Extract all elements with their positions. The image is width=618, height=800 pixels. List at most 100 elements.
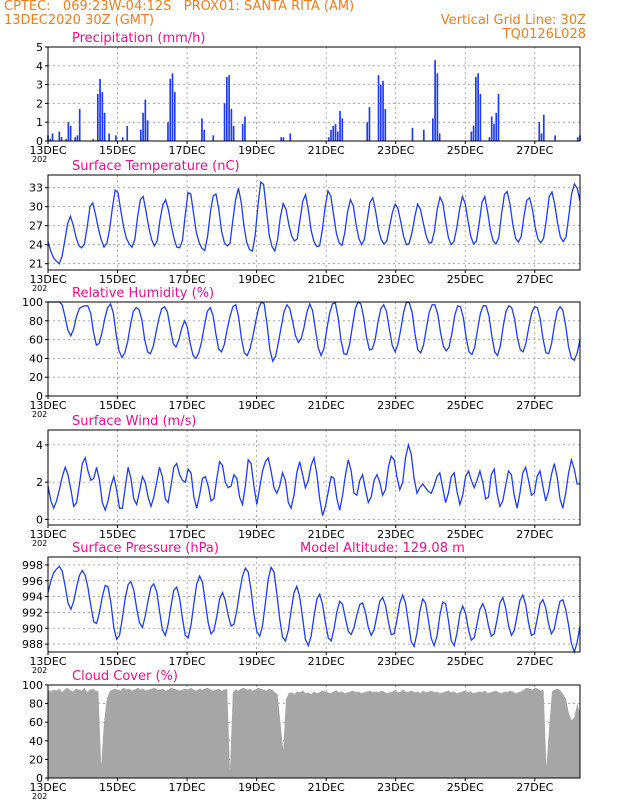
x-year-label: 202: [32, 539, 47, 548]
precip-bar: [126, 125, 129, 141]
x-tick-label: 23DEC: [377, 781, 414, 794]
y-tick-label: 33: [29, 182, 43, 195]
x-tick-label: 27DEC: [516, 781, 553, 794]
precip-bar: [540, 133, 543, 141]
x-tick-label: 13DEC: [29, 399, 66, 412]
x-tick-label: 27DEC: [516, 144, 553, 157]
precip-bar: [60, 137, 63, 141]
x-tick-label: 19DEC: [238, 528, 275, 541]
precip-bar: [241, 124, 244, 141]
x-tick-label: 19DEC: [238, 273, 275, 286]
precip-bar: [146, 120, 149, 141]
panel-frame: [47, 301, 581, 397]
precip-bar: [67, 122, 70, 141]
x-tick-label: 13DEC: [29, 528, 66, 541]
x-year-label: 202: [32, 155, 47, 164]
y-tick-label: 20: [29, 753, 43, 766]
panel-annotation: Model Altitude: 129.08 m: [300, 541, 465, 556]
series-line: [47, 442, 580, 516]
precip-bar: [121, 137, 124, 141]
x-tick-label: 21DEC: [308, 528, 345, 541]
precip-bar: [493, 124, 495, 141]
x-year-label: 202: [32, 666, 47, 675]
precip-bar: [115, 135, 117, 141]
x-tick-label: 17DEC: [169, 528, 206, 541]
y-tick-label: 0: [36, 513, 43, 526]
series-line: [47, 565, 581, 655]
panel-frame: [47, 684, 581, 779]
precip-bar: [201, 118, 203, 141]
x-tick-label: 17DEC: [169, 273, 206, 286]
precip-bar: [538, 122, 541, 141]
x-tick-label: 15DEC: [99, 399, 136, 412]
precip-bar: [58, 131, 61, 141]
panel-5: [45, 684, 581, 781]
y-tick-label: 40: [29, 735, 43, 748]
panel-title: Cloud Cover (%): [72, 669, 178, 684]
y-tick-label: 21: [29, 258, 43, 271]
panel-title: Relative Humidity (%): [72, 286, 214, 301]
x-tick-label: 23DEC: [377, 144, 414, 157]
precip-bar: [171, 73, 174, 141]
y-tick-label: 2: [36, 476, 43, 489]
cloud-cover-area: [48, 687, 580, 778]
precip-bar: [92, 139, 95, 141]
header-line1: CPTEC: 069:23W-04:12S PROX01: SANTA RITA…: [4, 0, 355, 14]
precip-bar: [488, 137, 491, 141]
x-year-label: 202: [32, 410, 47, 419]
precip-bar: [244, 116, 246, 141]
y-tick-label: 60: [29, 334, 43, 347]
x-tick-label: 23DEC: [377, 399, 414, 412]
y-tick-label: 3: [36, 79, 43, 92]
precip-bar: [212, 135, 215, 141]
precip-bar: [228, 75, 230, 141]
x-tick-label: 15DEC: [99, 655, 136, 668]
precip-bar: [368, 107, 371, 141]
panel-4: [45, 556, 581, 655]
x-tick-label: 19DEC: [238, 781, 275, 794]
panel-0: [45, 46, 581, 144]
precip-bar: [108, 133, 110, 141]
precip-bar: [497, 94, 500, 141]
x-tick-label: 17DEC: [169, 655, 206, 668]
precip-bar: [65, 139, 67, 141]
precip-bar: [490, 116, 493, 141]
y-tick-label: 40: [29, 352, 43, 365]
panel-title: Precipitation (mm/h): [72, 31, 205, 46]
x-tick-label: 27DEC: [516, 273, 553, 286]
x-tick-label: 13DEC: [29, 144, 66, 157]
precip-bar: [422, 129, 425, 141]
precip-bar: [173, 92, 176, 141]
precip-bar: [436, 73, 439, 141]
precip-bar: [69, 125, 72, 141]
precip-bar: [74, 137, 77, 141]
panel-frame: [47, 46, 581, 142]
precip-bar: [438, 133, 441, 141]
x-tick-label: 23DEC: [377, 655, 414, 668]
panel-2: [45, 301, 581, 399]
x-tick-label: 27DEC: [516, 528, 553, 541]
series-line: [48, 301, 581, 363]
x-tick-label: 27DEC: [516, 399, 553, 412]
x-tick-label: 23DEC: [377, 528, 414, 541]
precip-bar: [341, 118, 344, 141]
y-tick-label: 1: [36, 116, 43, 129]
precip-bar: [103, 112, 106, 141]
precip-bar: [477, 73, 479, 141]
panel-1: [45, 174, 581, 273]
precip-bar: [99, 78, 101, 141]
x-tick-label: 13DEC: [29, 273, 66, 286]
precip-bar: [232, 125, 235, 141]
y-tick-label: 0: [36, 390, 43, 403]
precip-bar: [101, 92, 104, 141]
y-tick-label: 20: [29, 371, 43, 384]
x-tick-label: 27DEC: [516, 655, 553, 668]
precip-bar: [475, 77, 477, 141]
series-line: [47, 180, 581, 265]
header-line2-left: 13DEC2020 30Z (GMT): [4, 13, 155, 28]
x-tick-label: 25DEC: [447, 399, 484, 412]
precip-bar: [289, 133, 292, 141]
panel-frame: [47, 174, 581, 271]
precip-bar: [203, 129, 206, 141]
precip-bar: [479, 94, 482, 141]
